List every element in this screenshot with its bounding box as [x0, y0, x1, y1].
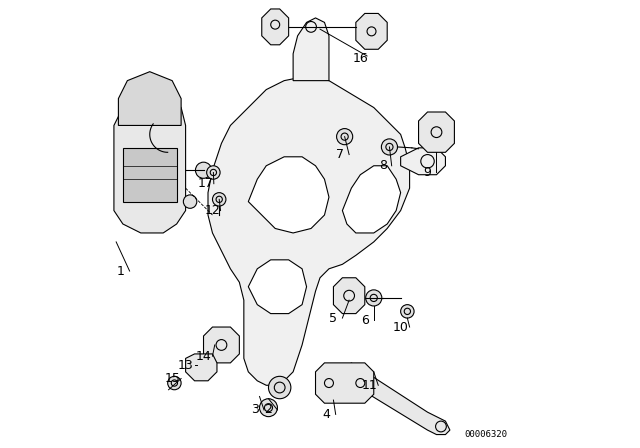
Polygon shape [333, 278, 365, 314]
Text: 15: 15 [164, 372, 180, 385]
Polygon shape [114, 94, 186, 233]
Circle shape [168, 376, 181, 390]
Circle shape [195, 162, 212, 178]
Bar [123, 148, 177, 202]
Text: 9: 9 [424, 166, 431, 179]
Polygon shape [186, 354, 217, 381]
Polygon shape [316, 363, 374, 403]
Circle shape [401, 305, 414, 318]
Text: 2: 2 [264, 403, 273, 417]
Text: 17: 17 [198, 177, 214, 190]
Circle shape [212, 193, 226, 206]
Polygon shape [401, 148, 445, 175]
Polygon shape [419, 112, 454, 152]
Text: 8: 8 [379, 159, 387, 172]
Text: 5: 5 [330, 311, 337, 325]
Circle shape [260, 399, 278, 417]
Text: 13: 13 [178, 358, 193, 372]
Polygon shape [248, 260, 307, 314]
Polygon shape [356, 13, 387, 49]
Polygon shape [342, 363, 450, 435]
Text: 3: 3 [251, 403, 259, 417]
Text: 11: 11 [362, 379, 377, 392]
Polygon shape [293, 18, 329, 81]
Circle shape [207, 166, 220, 179]
Text: 16: 16 [353, 52, 368, 65]
Text: 14: 14 [196, 349, 211, 363]
Polygon shape [248, 157, 329, 233]
Circle shape [381, 139, 397, 155]
Circle shape [269, 376, 291, 399]
Circle shape [184, 195, 197, 208]
Polygon shape [262, 9, 289, 45]
Text: 00006320: 00006320 [464, 430, 508, 439]
Text: 4: 4 [323, 408, 331, 421]
Polygon shape [204, 327, 239, 363]
Polygon shape [118, 72, 181, 125]
Circle shape [365, 290, 382, 306]
Text: 7: 7 [336, 148, 344, 161]
Circle shape [337, 129, 353, 145]
Text: 1: 1 [116, 264, 125, 278]
Polygon shape [342, 166, 401, 233]
Text: 10: 10 [393, 320, 408, 334]
Text: 6: 6 [361, 314, 369, 327]
Text: 12: 12 [205, 204, 220, 217]
Polygon shape [208, 76, 410, 385]
